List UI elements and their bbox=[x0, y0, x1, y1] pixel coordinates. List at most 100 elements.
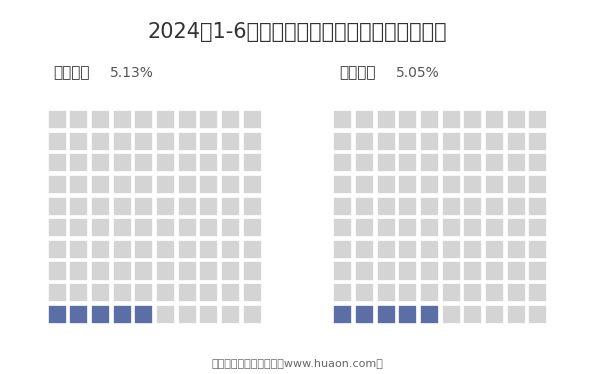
Bar bbox=[355, 283, 374, 302]
Bar bbox=[464, 261, 483, 280]
Bar bbox=[355, 240, 374, 259]
Bar bbox=[221, 197, 240, 216]
Bar bbox=[485, 218, 504, 237]
Bar bbox=[156, 197, 175, 216]
Bar bbox=[48, 283, 67, 302]
Bar bbox=[243, 261, 262, 280]
Bar bbox=[112, 197, 131, 216]
Text: 5.05%: 5.05% bbox=[396, 67, 440, 80]
Bar bbox=[221, 175, 240, 194]
Bar bbox=[485, 240, 504, 259]
Bar bbox=[355, 175, 374, 194]
Bar bbox=[485, 175, 504, 194]
Bar bbox=[333, 218, 352, 237]
Bar bbox=[333, 197, 352, 216]
Bar bbox=[377, 305, 396, 324]
Bar bbox=[398, 153, 417, 172]
Bar bbox=[221, 153, 240, 172]
Bar bbox=[156, 153, 175, 172]
Bar bbox=[355, 261, 374, 280]
Bar bbox=[199, 153, 218, 172]
Bar bbox=[221, 240, 240, 259]
Bar bbox=[506, 175, 525, 194]
Bar bbox=[485, 132, 504, 151]
Bar bbox=[178, 305, 197, 324]
Bar bbox=[221, 283, 240, 302]
Bar bbox=[91, 283, 110, 302]
Bar bbox=[355, 153, 374, 172]
Bar bbox=[91, 175, 110, 194]
Bar bbox=[398, 132, 417, 151]
Bar bbox=[178, 283, 197, 302]
Bar bbox=[441, 175, 461, 194]
Bar bbox=[528, 218, 547, 237]
Bar bbox=[221, 110, 240, 129]
Bar bbox=[441, 132, 461, 151]
Bar bbox=[420, 175, 439, 194]
Bar bbox=[156, 283, 175, 302]
Bar bbox=[199, 132, 218, 151]
Bar bbox=[112, 305, 131, 324]
Bar bbox=[377, 110, 396, 129]
Bar bbox=[506, 261, 525, 280]
Bar bbox=[112, 218, 131, 237]
Bar bbox=[333, 240, 352, 259]
Bar bbox=[506, 153, 525, 172]
Bar bbox=[420, 240, 439, 259]
Bar bbox=[48, 153, 67, 172]
Bar bbox=[221, 261, 240, 280]
Bar bbox=[48, 175, 67, 194]
Bar bbox=[377, 197, 396, 216]
Bar bbox=[441, 153, 461, 172]
Bar bbox=[528, 175, 547, 194]
Bar bbox=[156, 218, 175, 237]
Bar bbox=[112, 283, 131, 302]
Bar bbox=[199, 305, 218, 324]
Bar bbox=[156, 305, 175, 324]
Bar bbox=[506, 110, 525, 129]
Bar bbox=[70, 305, 89, 324]
Bar bbox=[156, 175, 175, 194]
Bar bbox=[91, 261, 110, 280]
Bar bbox=[441, 110, 461, 129]
Bar bbox=[178, 132, 197, 151]
Bar bbox=[91, 305, 110, 324]
Bar bbox=[178, 240, 197, 259]
Bar bbox=[70, 110, 89, 129]
Bar bbox=[91, 132, 110, 151]
Bar bbox=[156, 110, 175, 129]
Bar bbox=[506, 218, 525, 237]
Bar bbox=[243, 175, 262, 194]
Bar bbox=[70, 261, 89, 280]
Bar bbox=[243, 153, 262, 172]
Bar bbox=[441, 283, 461, 302]
Bar bbox=[441, 218, 461, 237]
Bar bbox=[134, 132, 154, 151]
Bar bbox=[528, 240, 547, 259]
Bar bbox=[178, 110, 197, 129]
Bar bbox=[528, 283, 547, 302]
Bar bbox=[333, 132, 352, 151]
Bar bbox=[221, 218, 240, 237]
Bar bbox=[464, 197, 483, 216]
Bar bbox=[48, 132, 67, 151]
Bar bbox=[485, 283, 504, 302]
Bar bbox=[377, 218, 396, 237]
Bar bbox=[134, 305, 154, 324]
Bar bbox=[243, 240, 262, 259]
Bar bbox=[134, 240, 154, 259]
Bar bbox=[420, 153, 439, 172]
Bar bbox=[48, 110, 67, 129]
Bar bbox=[506, 283, 525, 302]
Bar bbox=[485, 305, 504, 324]
Bar bbox=[420, 261, 439, 280]
Bar bbox=[91, 153, 110, 172]
Bar bbox=[112, 110, 131, 129]
Bar bbox=[333, 261, 352, 280]
Bar bbox=[134, 153, 154, 172]
Bar bbox=[199, 240, 218, 259]
Bar bbox=[464, 132, 483, 151]
Bar bbox=[48, 197, 67, 216]
Bar bbox=[199, 197, 218, 216]
Bar bbox=[112, 261, 131, 280]
